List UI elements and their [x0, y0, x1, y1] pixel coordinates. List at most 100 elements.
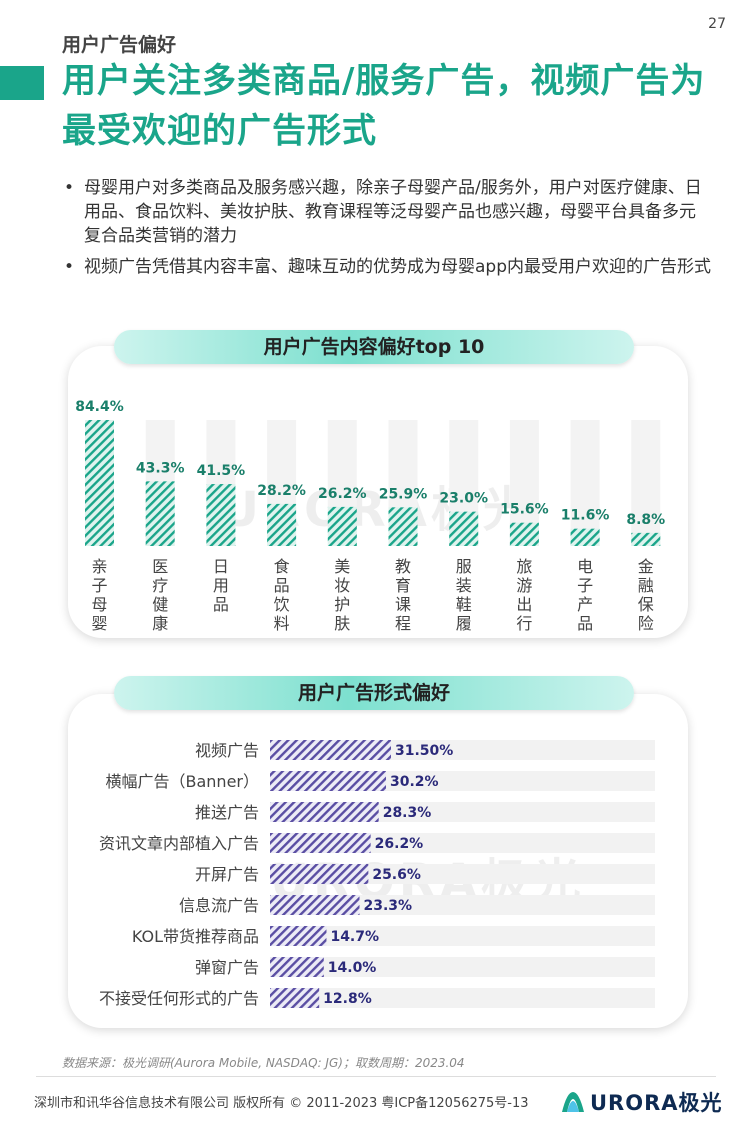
- section-label: 用户广告偏好: [62, 34, 177, 56]
- category-label: 美妆护肤: [334, 557, 350, 633]
- data-label: 84.4%: [75, 399, 124, 415]
- bar: [270, 833, 371, 853]
- data-label: 12.8%: [323, 991, 372, 1007]
- data-label: 14.7%: [330, 929, 379, 945]
- bar-background: [570, 420, 600, 546]
- svg-text:程: 程: [395, 614, 411, 633]
- bar: [270, 957, 324, 977]
- bar-background: [270, 988, 655, 1008]
- svg-text:子: 子: [577, 576, 593, 595]
- bar-background: [270, 926, 655, 946]
- svg-text:出: 出: [516, 595, 532, 614]
- aurora-logo: URORA极光: [560, 1086, 723, 1118]
- data-label: 26.2%: [318, 486, 367, 502]
- bar: [85, 420, 114, 546]
- svg-text:健: 健: [152, 595, 168, 614]
- page-title: 用户关注多类商品/服务广告，视频广告为最受欢迎的广告形式: [62, 61, 706, 151]
- svg-text:鞋: 鞋: [456, 595, 472, 614]
- category-label: 视频广告: [195, 741, 259, 760]
- data-label: 30.2%: [390, 774, 439, 790]
- data-label: 23.0%: [439, 491, 488, 507]
- svg-text:食: 食: [274, 557, 290, 576]
- category-label: 日用品: [213, 557, 229, 614]
- data-label: 41.5%: [197, 463, 246, 479]
- data-label: 25.6%: [372, 867, 421, 883]
- svg-text:子: 子: [91, 576, 107, 595]
- svg-text:金: 金: [638, 557, 654, 576]
- svg-text:保: 保: [638, 595, 654, 614]
- svg-text:护: 护: [334, 595, 350, 614]
- svg-text:教: 教: [395, 557, 411, 576]
- bar: [270, 864, 369, 884]
- bar: [570, 528, 600, 546]
- bar: [509, 522, 539, 546]
- svg-text:融: 融: [638, 576, 654, 595]
- svg-text:母: 母: [91, 595, 107, 614]
- category-label: 横幅广告（Banner）: [106, 772, 260, 791]
- svg-text:装: 装: [456, 576, 472, 595]
- bar-background: [270, 957, 655, 977]
- svg-text:课: 课: [395, 595, 411, 614]
- data-label: 31.50%: [395, 743, 453, 759]
- chart-title-format-preference: 用户广告形式偏好: [114, 676, 634, 710]
- category-label: 资讯文章内部植入广告: [99, 834, 259, 853]
- data-label: 28.2%: [257, 483, 306, 499]
- data-label: 15.6%: [500, 502, 549, 518]
- bar: [206, 484, 236, 546]
- bullet-item: 视频广告凭借其内容丰富、趣味互动的优势成为母婴app内最受用户欢迎的广告形式: [62, 255, 712, 279]
- bar: [388, 507, 418, 546]
- svg-text:料: 料: [274, 614, 290, 633]
- bar: [270, 988, 320, 1008]
- bar: [270, 802, 379, 822]
- svg-text:品: 品: [213, 595, 229, 614]
- bar-background: [631, 420, 661, 546]
- svg-text:肤: 肤: [334, 614, 350, 633]
- chart-title-content-preference: 用户广告内容偏好top 10: [114, 330, 634, 364]
- svg-text:康: 康: [152, 614, 168, 633]
- category-label: 教育课程: [395, 557, 411, 633]
- page-number: 27: [708, 16, 726, 32]
- svg-text:妆: 妆: [334, 576, 350, 595]
- svg-text:饮: 饮: [274, 595, 290, 614]
- svg-text:婴: 婴: [91, 614, 107, 633]
- svg-text:品: 品: [577, 614, 593, 633]
- svg-text:电: 电: [577, 557, 593, 576]
- category-label: 不接受任何形式的广告: [99, 989, 259, 1008]
- copyright-footer: 深圳市和讯华谷信息技术有限公司 版权所有 © 2011-2023 粤ICP备12…: [34, 1096, 529, 1111]
- svg-text:行: 行: [516, 614, 532, 633]
- category-label: 信息流广告: [179, 896, 259, 915]
- svg-text:亲: 亲: [91, 557, 107, 576]
- bullet-item: 母婴用户对多类商品及服务感兴趣，除亲子母婴产品/服务外，用户对医疗健康、日用品、…: [62, 176, 712, 248]
- svg-text:履: 履: [456, 614, 472, 633]
- data-label: 25.9%: [379, 486, 428, 502]
- data-label: 43.3%: [136, 460, 185, 476]
- category-label: 亲子母婴: [91, 557, 107, 633]
- category-label: 医疗健康: [152, 557, 168, 633]
- category-label: 推送广告: [195, 803, 259, 822]
- data-label: 26.2%: [375, 836, 424, 852]
- bar: [270, 895, 360, 915]
- category-label: 食品饮料: [274, 557, 290, 633]
- category-label: KOL带货推荐商品: [132, 927, 259, 946]
- bullet-list: 母婴用户对多类商品及服务感兴趣，除亲子母婴产品/服务外，用户对医疗健康、日用品、…: [62, 176, 712, 286]
- accent-bar: [0, 66, 44, 100]
- svg-text:美: 美: [334, 557, 350, 576]
- data-label: 28.3%: [383, 805, 432, 821]
- data-label: 8.8%: [626, 512, 665, 528]
- svg-text:日: 日: [213, 557, 229, 576]
- svg-text:产: 产: [577, 595, 593, 614]
- bar: [270, 740, 391, 760]
- svg-text:疗: 疗: [152, 576, 168, 595]
- svg-text:育: 育: [395, 576, 411, 595]
- logo-text: URORA极光: [590, 1091, 723, 1115]
- data-label: 23.3%: [364, 898, 413, 914]
- footer-divider: [36, 1076, 716, 1077]
- data-label: 14.0%: [328, 960, 377, 976]
- data-label: 11.6%: [561, 508, 610, 524]
